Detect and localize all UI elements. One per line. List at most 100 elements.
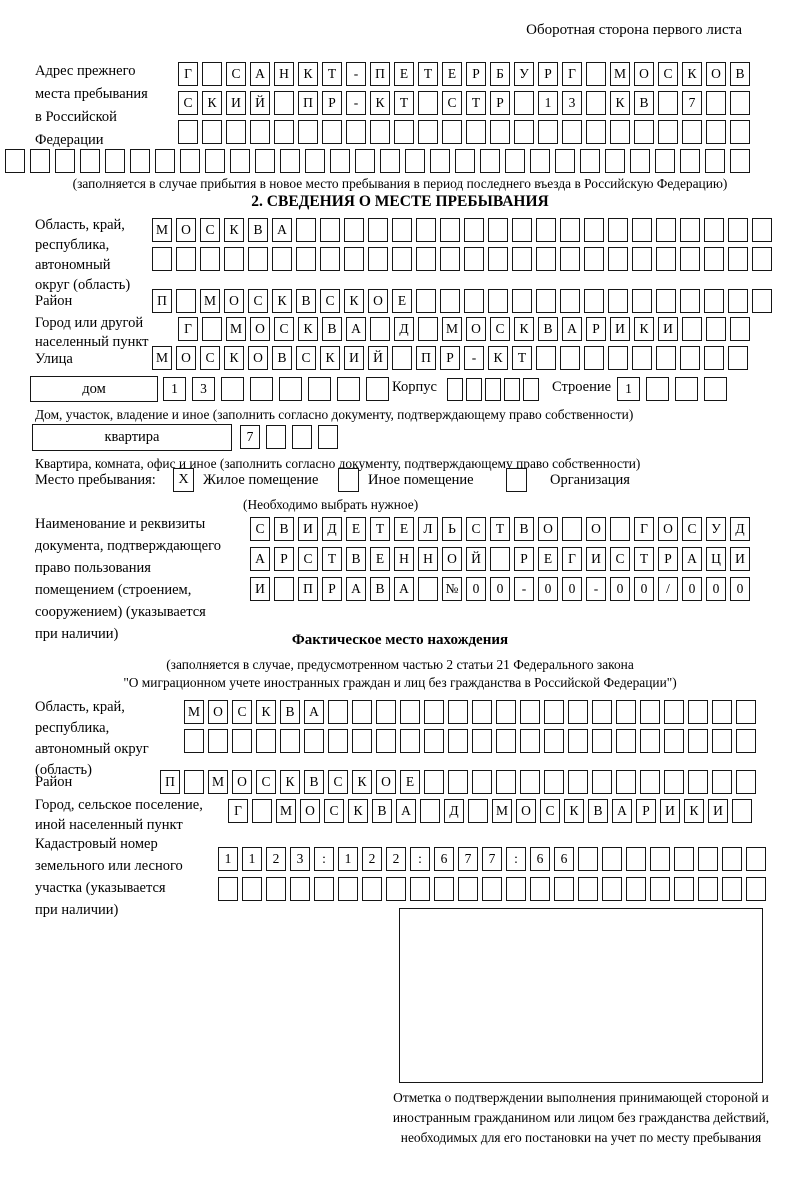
char-cell[interactable]: [630, 149, 650, 173]
char-cell[interactable]: [650, 877, 670, 901]
char-cell[interactable]: [656, 346, 676, 370]
char-cell[interactable]: С: [320, 289, 340, 313]
char-cell[interactable]: [400, 729, 420, 753]
char-cell[interactable]: [632, 346, 652, 370]
char-cell[interactable]: 0: [538, 577, 558, 601]
char-cell[interactable]: О: [300, 799, 320, 823]
char-cell[interactable]: Г: [634, 517, 654, 541]
char-cell[interactable]: [274, 577, 294, 601]
char-cell[interactable]: [646, 377, 669, 401]
checkbox-other-premises[interactable]: [338, 468, 359, 492]
char-cell[interactable]: У: [514, 62, 534, 86]
char-cell[interactable]: [252, 799, 272, 823]
char-cell[interactable]: [472, 770, 492, 794]
char-cell[interactable]: С: [226, 62, 246, 86]
char-cell[interactable]: [602, 877, 622, 901]
apartment-box[interactable]: квартира: [32, 424, 232, 451]
char-cell[interactable]: Й: [466, 547, 486, 571]
char-cell[interactable]: [230, 149, 250, 173]
char-cell[interactable]: [392, 247, 412, 271]
char-cell[interactable]: К: [202, 91, 222, 115]
char-cell[interactable]: [584, 346, 604, 370]
char-cell[interactable]: К: [344, 289, 364, 313]
char-cell[interactable]: Л: [418, 517, 438, 541]
char-cell[interactable]: [496, 700, 516, 724]
char-cell[interactable]: [616, 729, 636, 753]
char-cell[interactable]: [675, 377, 698, 401]
char-cell[interactable]: [610, 517, 630, 541]
char-cell[interactable]: О: [368, 289, 388, 313]
char-cell[interactable]: [355, 149, 375, 173]
char-cell[interactable]: [736, 729, 756, 753]
char-cell[interactable]: Н: [394, 547, 414, 571]
char-cell[interactable]: Е: [538, 547, 558, 571]
char-cell[interactable]: [730, 317, 750, 341]
char-cell[interactable]: К: [256, 700, 276, 724]
char-cell[interactable]: -: [346, 91, 366, 115]
char-cell[interactable]: [632, 289, 652, 313]
char-cell[interactable]: [346, 120, 366, 144]
char-cell[interactable]: [337, 377, 360, 401]
char-cell[interactable]: [680, 346, 700, 370]
char-cell[interactable]: [560, 218, 580, 242]
char-cell[interactable]: -: [586, 577, 606, 601]
char-cell[interactable]: [352, 700, 372, 724]
char-cell[interactable]: [266, 877, 286, 901]
char-cell[interactable]: О: [516, 799, 536, 823]
char-cell[interactable]: [728, 218, 748, 242]
char-cell[interactable]: Т: [418, 62, 438, 86]
char-cell[interactable]: [562, 517, 582, 541]
char-cell[interactable]: А: [346, 577, 366, 601]
char-cell[interactable]: [706, 317, 726, 341]
char-cell[interactable]: [202, 120, 222, 144]
char-cell[interactable]: [221, 377, 244, 401]
char-cell[interactable]: Р: [322, 91, 342, 115]
char-cell[interactable]: М: [184, 700, 204, 724]
char-cell[interactable]: [320, 247, 340, 271]
char-cell[interactable]: [30, 149, 50, 173]
char-cell[interactable]: Р: [274, 547, 294, 571]
char-cell[interactable]: [256, 729, 276, 753]
char-cell[interactable]: [176, 289, 196, 313]
char-cell[interactable]: [496, 770, 516, 794]
char-cell[interactable]: [752, 247, 772, 271]
char-cell[interactable]: Е: [392, 289, 412, 313]
char-cell[interactable]: М: [152, 218, 172, 242]
char-cell[interactable]: [5, 149, 25, 173]
char-cell[interactable]: [698, 877, 718, 901]
char-cell[interactable]: 3: [192, 377, 215, 401]
char-cell[interactable]: Е: [346, 517, 366, 541]
char-cell[interactable]: [730, 91, 750, 115]
char-cell[interactable]: И: [708, 799, 728, 823]
char-cell[interactable]: [200, 247, 220, 271]
char-cell[interactable]: [218, 877, 238, 901]
char-cell[interactable]: И: [610, 317, 630, 341]
char-cell[interactable]: [682, 120, 702, 144]
char-cell[interactable]: [274, 91, 294, 115]
char-cell[interactable]: [640, 700, 660, 724]
char-cell[interactable]: [279, 377, 302, 401]
char-cell[interactable]: [712, 770, 732, 794]
char-cell[interactable]: [447, 378, 463, 401]
char-cell[interactable]: [728, 346, 748, 370]
char-cell[interactable]: [440, 247, 460, 271]
char-cell[interactable]: О: [248, 346, 268, 370]
char-cell[interactable]: [304, 729, 324, 753]
char-cell[interactable]: К: [280, 770, 300, 794]
char-cell[interactable]: Т: [322, 62, 342, 86]
char-cell[interactable]: Т: [322, 547, 342, 571]
char-cell[interactable]: [255, 149, 275, 173]
char-cell[interactable]: К: [514, 317, 534, 341]
char-cell[interactable]: К: [298, 62, 318, 86]
char-cell[interactable]: [488, 218, 508, 242]
char-cell[interactable]: Т: [512, 346, 532, 370]
char-cell[interactable]: П: [370, 62, 390, 86]
char-cell[interactable]: Е: [370, 547, 390, 571]
char-cell[interactable]: С: [296, 346, 316, 370]
char-cell[interactable]: [682, 317, 702, 341]
char-cell[interactable]: [184, 770, 204, 794]
char-cell[interactable]: Р: [514, 547, 534, 571]
char-cell[interactable]: 1: [538, 91, 558, 115]
char-cell[interactable]: О: [224, 289, 244, 313]
char-cell[interactable]: [664, 770, 684, 794]
